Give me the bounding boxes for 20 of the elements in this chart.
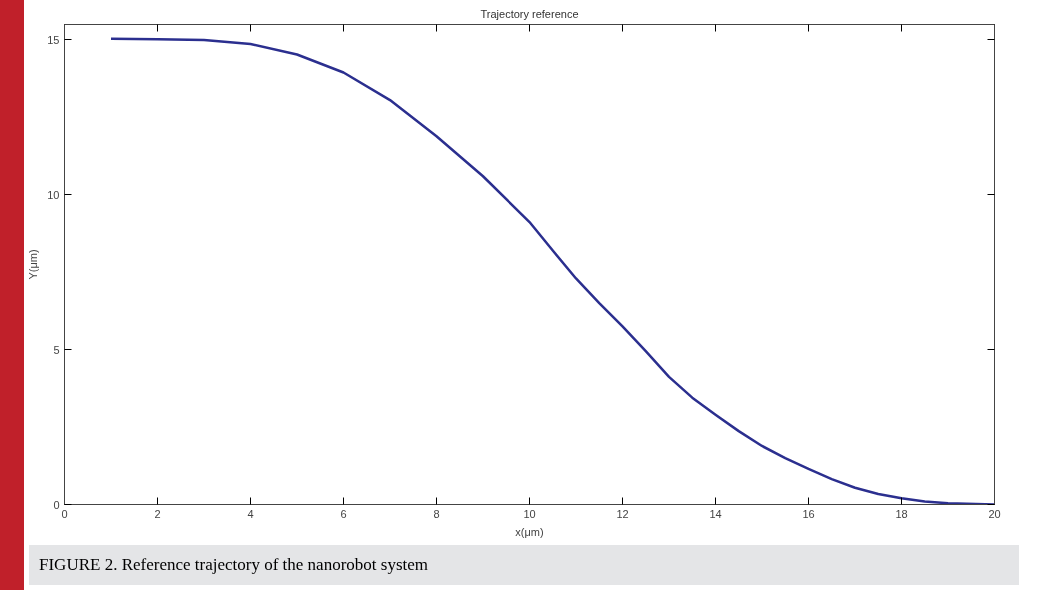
y-tick-label: 0	[53, 498, 60, 511]
y-axis-title: Y(μm)	[27, 249, 40, 280]
x-tick-label: 8	[433, 507, 440, 520]
y-tick-label: 15	[47, 33, 60, 46]
x-tick-label: 0	[61, 507, 68, 520]
x-tick-label: 12	[616, 507, 629, 520]
x-tick-label: 14	[709, 507, 722, 520]
x-tick-label: 2	[154, 507, 161, 520]
y-tick-label: 5	[53, 343, 60, 356]
y-tick-label: 10	[47, 188, 60, 201]
x-tick-label: 4	[247, 507, 254, 520]
x-tick-label: 16	[802, 507, 815, 520]
x-axis-title: x(μm)	[515, 525, 544, 538]
caption: FIGURE 2. Reference trajectory of the nanorobot system	[39, 554, 428, 576]
x-tick-label: 6	[340, 507, 347, 520]
x-tick-label: 18	[895, 507, 908, 520]
chart-title: Trajectory reference	[480, 7, 579, 20]
x-tick-label: 20	[988, 507, 1001, 520]
line-series	[109, 37, 995, 505]
x-tick-label: 10	[523, 507, 536, 520]
